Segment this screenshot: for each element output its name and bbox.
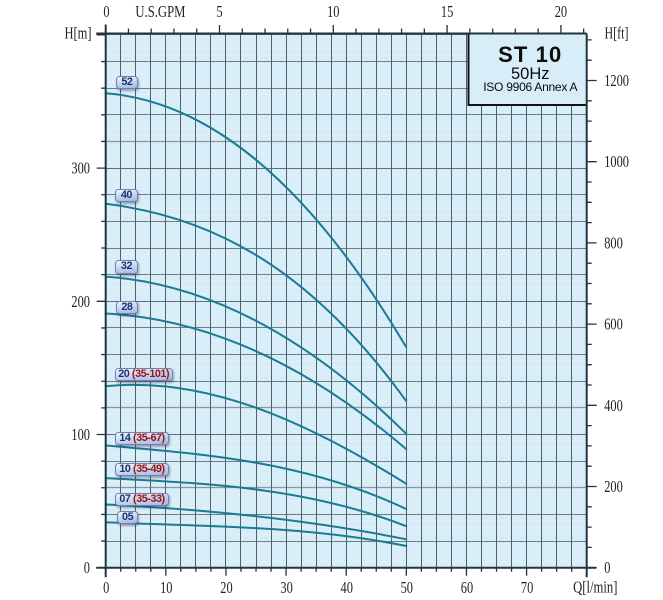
svg-text:1000: 1000 [604, 152, 629, 171]
svg-text:15: 15 [441, 2, 453, 21]
svg-text:0: 0 [604, 558, 610, 577]
svg-text:5: 5 [216, 2, 222, 21]
svg-text:0: 0 [84, 558, 90, 577]
svg-text:60: 60 [461, 578, 473, 597]
svg-text:Q[l/min]: Q[l/min] [573, 578, 617, 597]
svg-text:H[m]: H[m] [65, 24, 92, 43]
svg-text:1200: 1200 [604, 71, 629, 90]
svg-text:200: 200 [604, 477, 623, 496]
svg-text:H[ft]: H[ft] [605, 24, 629, 43]
svg-text:10: 10 [327, 2, 339, 21]
svg-text:300: 300 [71, 159, 90, 178]
svg-text:800: 800 [604, 233, 623, 252]
svg-text:0: 0 [103, 578, 109, 597]
svg-text:50: 50 [401, 578, 413, 597]
svg-text:40: 40 [341, 578, 353, 597]
svg-text:U.S.GPM: U.S.GPM [135, 2, 185, 21]
svg-text:10: 10 [160, 578, 172, 597]
svg-text:0: 0 [103, 2, 109, 21]
svg-text:20: 20 [555, 2, 567, 21]
svg-text:20: 20 [220, 578, 232, 597]
svg-text:100: 100 [71, 425, 90, 444]
svg-text:70: 70 [521, 578, 533, 597]
svg-text:200: 200 [71, 292, 90, 311]
svg-text:30: 30 [280, 578, 292, 597]
svg-text:600: 600 [604, 315, 623, 334]
svg-text:400: 400 [604, 396, 623, 415]
